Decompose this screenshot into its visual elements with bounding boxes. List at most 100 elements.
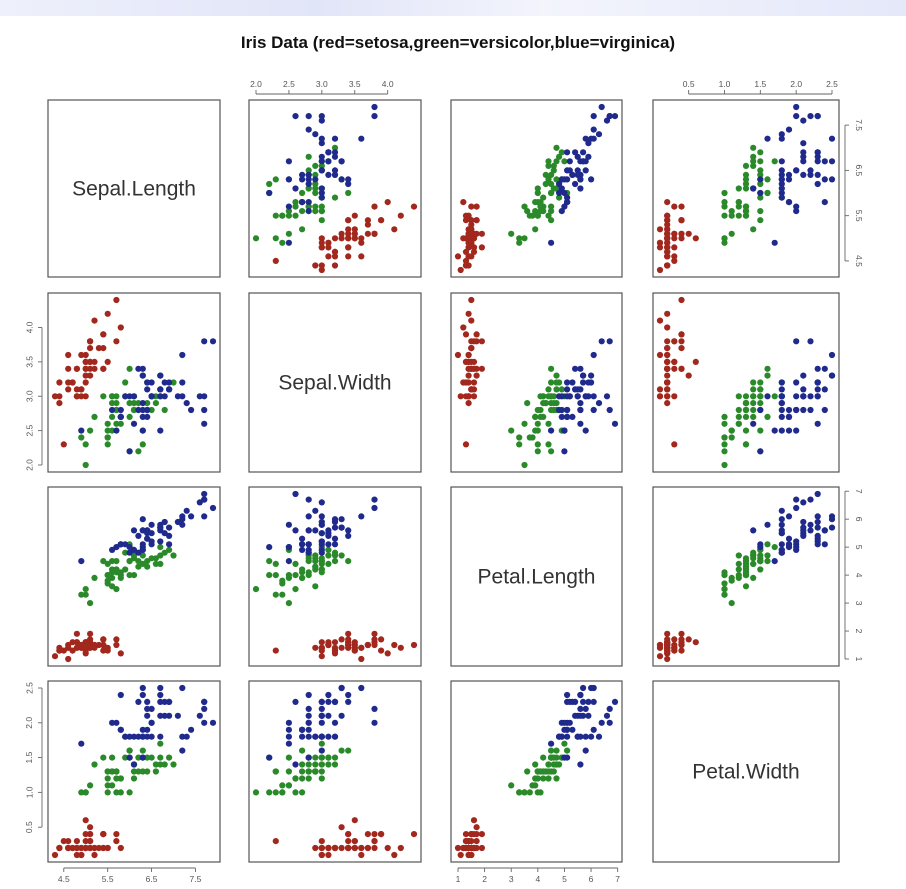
- point-versicolor: [312, 761, 319, 768]
- point-virginica: [814, 153, 821, 160]
- point-virginica: [778, 413, 785, 420]
- point-versicolor: [82, 789, 89, 796]
- variable-label-sepal-length: Sepal.Length: [72, 178, 196, 201]
- point-setosa: [462, 262, 470, 269]
- point-setosa: [82, 351, 89, 359]
- point-versicolor: [545, 212, 552, 219]
- point-versicolor: [534, 212, 541, 219]
- panel-frame: [47, 486, 221, 667]
- point-virginica: [292, 527, 299, 534]
- point-virginica: [778, 406, 785, 414]
- point-versicolor: [516, 434, 523, 441]
- point-virginica: [548, 427, 555, 434]
- point-virginica: [828, 372, 836, 379]
- point-virginica: [828, 176, 836, 183]
- point-virginica: [572, 180, 579, 188]
- point-setosa: [478, 844, 485, 852]
- point-virginica: [800, 117, 807, 124]
- point-setosa: [318, 851, 325, 859]
- point-versicolor: [771, 544, 778, 551]
- point-virginica: [305, 171, 312, 178]
- point-virginica: [345, 691, 352, 699]
- panel-petal-width-vs-petal-length: [450, 680, 623, 863]
- point-virginica: [109, 719, 116, 726]
- panel-frame: [652, 292, 840, 473]
- point-setosa: [318, 235, 325, 242]
- point-versicolor: [318, 566, 325, 573]
- point-virginica: [135, 549, 142, 556]
- point-setosa: [468, 221, 475, 228]
- point-virginica: [299, 199, 306, 206]
- point-versicolor: [721, 212, 728, 219]
- point-setosa: [470, 393, 478, 400]
- point-versicolor: [318, 775, 325, 782]
- point-setosa: [78, 386, 85, 393]
- point-setosa: [460, 199, 467, 206]
- point-setosa: [656, 393, 664, 400]
- point-virginica: [590, 113, 597, 120]
- point-virginica: [800, 518, 807, 526]
- point-virginica: [814, 524, 821, 531]
- point-versicolor: [312, 189, 319, 197]
- point-setosa: [91, 365, 98, 372]
- point-virginica: [582, 167, 589, 174]
- point-virginica: [305, 754, 312, 761]
- point-virginica: [345, 180, 352, 188]
- panel-petal-length-vs-sepal-length: [47, 486, 221, 667]
- point-versicolor: [272, 572, 279, 579]
- point-virginica: [292, 490, 299, 498]
- point-setosa: [73, 365, 80, 372]
- point-versicolor: [553, 176, 560, 183]
- point-versicolor: [126, 747, 133, 754]
- point-setosa: [478, 230, 485, 237]
- point-virginica: [139, 726, 146, 733]
- point-versicolor: [521, 461, 528, 469]
- point-setosa: [465, 393, 472, 400]
- point-virginica: [130, 420, 138, 427]
- point-setosa: [82, 644, 89, 651]
- point-versicolor: [299, 574, 306, 582]
- point-virginica: [113, 719, 120, 726]
- point-setosa: [378, 647, 385, 654]
- point-versicolor: [91, 574, 98, 582]
- point-versicolor: [318, 555, 325, 562]
- point-versicolor: [318, 740, 325, 747]
- point-virginica: [800, 386, 807, 393]
- point-virginica: [577, 406, 584, 414]
- point-virginica: [814, 386, 821, 393]
- point-virginica: [292, 113, 299, 120]
- point-setosa: [468, 203, 475, 210]
- tick-label: 4.0: [382, 79, 394, 89]
- point-virginica: [130, 527, 138, 534]
- point-versicolor: [312, 754, 319, 761]
- point-setosa: [656, 644, 664, 651]
- point-virginica: [778, 171, 785, 178]
- point-setosa: [468, 831, 475, 838]
- point-virginica: [585, 712, 592, 719]
- point-virginica: [139, 372, 146, 379]
- point-virginica: [305, 691, 312, 699]
- point-versicolor: [534, 189, 541, 197]
- point-setosa: [82, 372, 89, 379]
- point-virginica: [590, 351, 597, 359]
- point-virginica: [558, 208, 565, 215]
- point-versicolor: [721, 235, 728, 242]
- point-virginica: [299, 541, 306, 548]
- point-setosa: [65, 379, 72, 386]
- point-versicolor: [122, 379, 129, 386]
- point-setosa: [371, 639, 378, 646]
- panel-petal-width-vs-sepal-length: [47, 680, 221, 863]
- point-versicolor: [757, 400, 764, 407]
- point-setosa: [664, 379, 671, 386]
- point-virginica: [800, 406, 807, 414]
- point-versicolor: [318, 768, 325, 775]
- point-versicolor: [553, 386, 560, 393]
- point-virginica: [793, 203, 800, 210]
- point-virginica: [292, 698, 299, 706]
- panel-sepal-length-vs-sepal-length: Sepal.Length: [47, 99, 221, 278]
- tick-label: 6.5: [146, 874, 158, 884]
- point-versicolor: [305, 167, 312, 174]
- point-virginica: [577, 386, 584, 393]
- point-versicolor: [325, 552, 332, 559]
- point-virginica: [331, 153, 339, 160]
